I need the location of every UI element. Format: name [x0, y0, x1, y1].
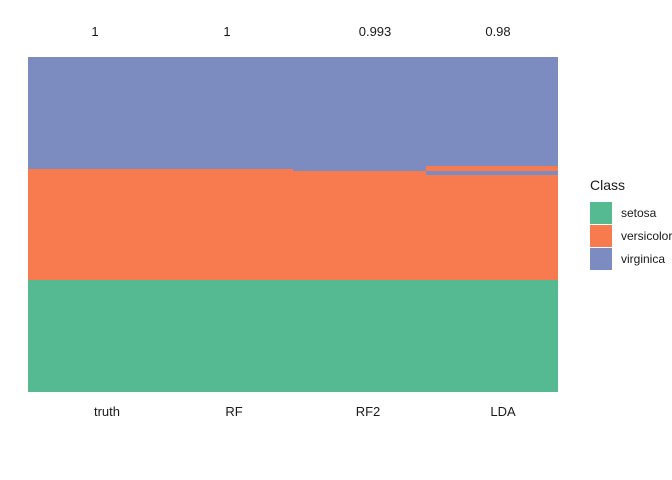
legend-label-versicolor: versicolor [621, 229, 672, 243]
bar-segment-setosa [28, 280, 161, 392]
accuracy-label-rf: 1 [223, 24, 231, 39]
bar-segment-versicolor [28, 168, 161, 281]
legend-swatch-virginica [590, 248, 612, 270]
bar-column-rf [160, 57, 293, 392]
x-axis-label-rf2: RF2 [355, 404, 381, 419]
bar-column-lda [425, 57, 558, 392]
bar-segment-virginica [425, 170, 558, 176]
accuracy-label-truth: 1 [91, 24, 99, 39]
bar-segment-setosa [293, 280, 426, 392]
legend-swatch-versicolor [590, 225, 612, 247]
bar-segment-setosa [425, 280, 558, 392]
bar-segment-versicolor [425, 166, 558, 171]
legend-entry-setosa: setosa [590, 202, 672, 224]
legend-entry-virginica: virginica [590, 248, 672, 270]
legend-entry-versicolor: versicolor [590, 225, 672, 247]
bar-column-rf2 [293, 57, 426, 392]
bar-segment-versicolor [293, 170, 426, 281]
bar-segment-setosa [160, 280, 293, 392]
bar-segment-virginica [28, 57, 161, 169]
bar-segment-versicolor [425, 175, 558, 281]
bar-segment-virginica [293, 57, 426, 171]
accuracy-label-lda: 0.98 [485, 24, 511, 39]
x-axis-label-lda: LDA [490, 404, 516, 419]
legend-label-setosa: setosa [621, 206, 657, 220]
legend-title: Class [590, 177, 626, 193]
legend-label-virginica: virginica [621, 252, 666, 266]
legend-swatch-setosa [590, 202, 612, 224]
bar-column-truth [28, 57, 161, 392]
chart-panel [28, 57, 558, 392]
x-axis-label-rf: RF [225, 404, 243, 419]
bar-segment-virginica [425, 57, 558, 167]
bar-segment-virginica [160, 57, 293, 169]
legend: Class setosa versicolor virginica [590, 177, 672, 271]
x-axis-label-truth: truth [93, 404, 121, 419]
bar-segment-versicolor [160, 168, 293, 281]
accuracy-label-rf2: 0.993 [358, 24, 392, 39]
